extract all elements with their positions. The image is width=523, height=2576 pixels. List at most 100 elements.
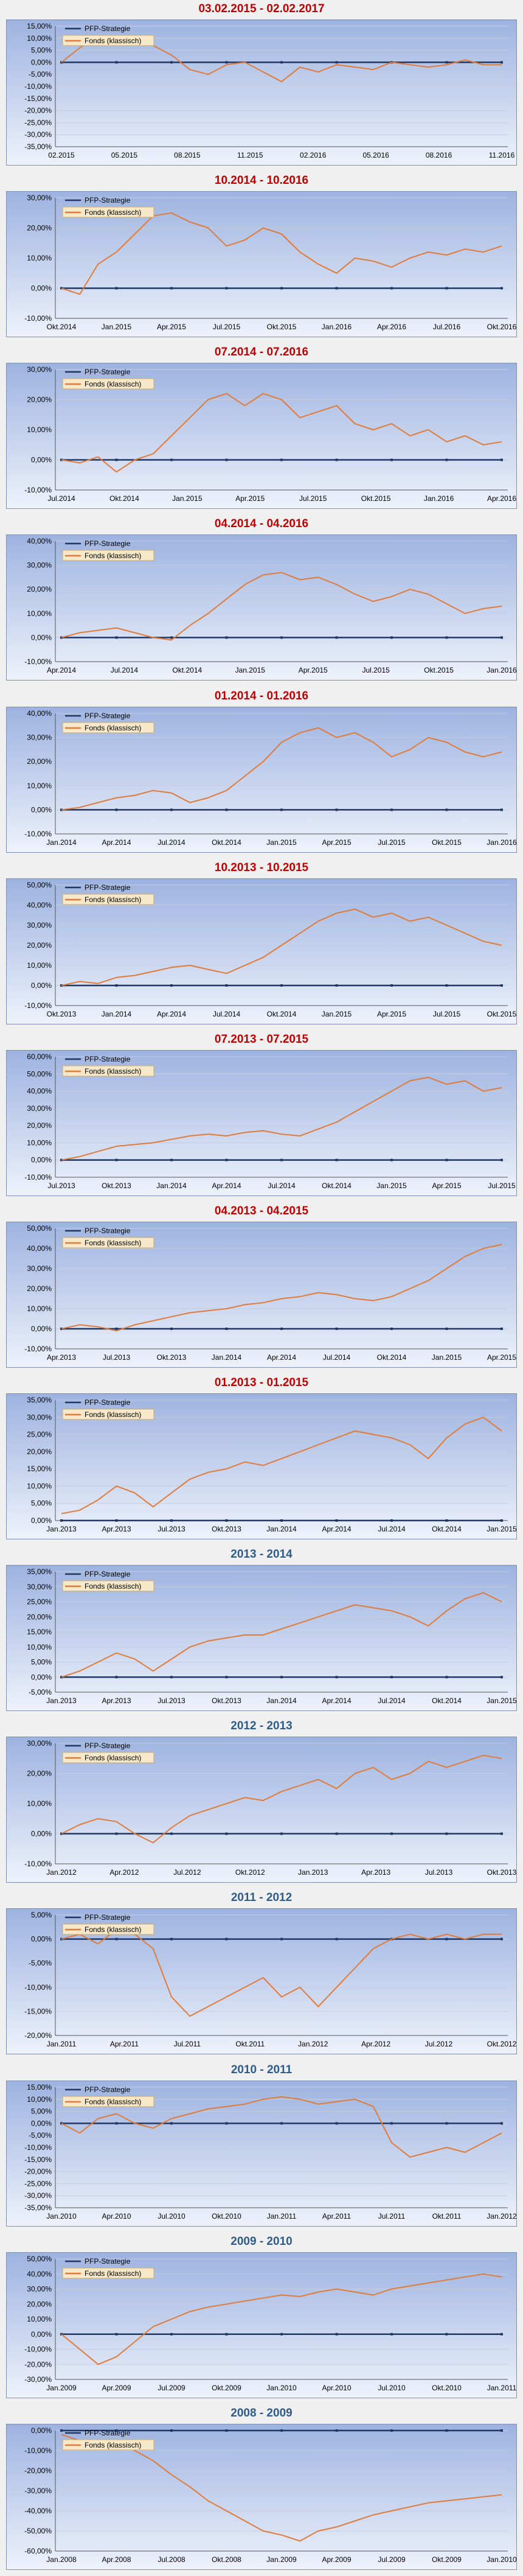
chart-svg: 15,00% 10,00% 5,00% 0,00% -5,00% -10,00% -15,0… [7, 2081, 516, 2226]
x-tick-label: Okt.2014 [377, 1353, 407, 1362]
y-tick-label: 10,00% [27, 609, 52, 618]
plot-frame: 50,00% 40,00% 30,00% 20,00% 10,00% 0,00% -10,0… [6, 1222, 517, 1368]
chart-panel: 07.2014 - 07.2016 30,00% 20,00% 10,00% 0,00%… [0, 343, 523, 515]
y-tick-label: -10,00% [24, 82, 52, 91]
series-marker [445, 1937, 448, 1941]
x-tick-label: Jul.2010 [378, 2384, 406, 2392]
y-tick-label: 50,00% [27, 2255, 52, 2263]
chart-title: 2011 - 2012 [230, 1891, 293, 1904]
series-marker [170, 2122, 173, 2125]
series-marker [335, 458, 338, 461]
chart-title: 04.2013 - 04.2015 [214, 1205, 309, 1217]
legend-box [62, 894, 154, 905]
series-marker [280, 636, 283, 639]
chart-title: 10.2014 - 10.2016 [214, 174, 309, 187]
series-marker [60, 808, 63, 811]
series-line-fonds-klassisch [61, 2096, 502, 2158]
y-tick-label: -30,00% [24, 130, 52, 139]
legend-box [62, 2439, 154, 2451]
series-marker [170, 1158, 173, 1161]
series-line-fonds-klassisch [61, 2434, 502, 2542]
x-tick-label: Jan.2012 [298, 2040, 328, 2048]
series-marker [60, 1158, 63, 1161]
y-tick-label: 0,00% [31, 2119, 52, 2127]
y-tick-label: 10,00% [27, 425, 52, 434]
y-tick-label: 20,00% [27, 1284, 52, 1293]
x-tick-label: Jul.2015 [378, 838, 406, 847]
x-tick-label: Okt.2009 [212, 2384, 241, 2392]
x-tick-label: Jul.2009 [378, 2555, 406, 2564]
y-tick-label: 40,00% [27, 709, 52, 718]
chart-title: 07.2014 - 07.2016 [214, 346, 309, 359]
plot-frame: 5,00% 0,00% -5,00% -10,00% -15,00% -20,00% Jan… [6, 1908, 517, 2054]
series-marker [390, 1832, 393, 1835]
series-marker [500, 61, 503, 64]
y-tick-label: -10,00% [24, 2143, 52, 2152]
series-marker [115, 1328, 118, 1330]
x-tick-label: Jan.2015 [235, 666, 266, 674]
chart-title: 2009 - 2010 [230, 2235, 293, 2248]
x-tick-label: 08.2015 [174, 151, 201, 159]
y-tick-label: 0,00% [31, 981, 52, 990]
series-marker [170, 287, 173, 290]
x-tick-label: Jul.2014 [213, 1010, 241, 1018]
chart-svg: 60,00% 50,00% 40,00% 30,00% 20,00% 10,00% 0,00… [7, 1051, 516, 1195]
x-tick-label: Jan.2016 [487, 666, 516, 674]
y-tick-label: -5,00% [29, 2131, 52, 2140]
y-tick-label: 30,00% [27, 194, 52, 202]
x-tick-label: Apr.2014 [47, 666, 76, 674]
y-tick-label: 5,00% [31, 1911, 52, 1919]
chart-panel: 01.2013 - 01.2015 35,00% 30,00% 25,00% 20,00… [0, 1374, 523, 1545]
y-tick-label: 35,00% [27, 1567, 52, 1576]
y-tick-label: 20,00% [27, 1612, 52, 1621]
y-tick-label: 20,00% [27, 1447, 52, 1456]
x-tick-label: Apr.2015 [299, 666, 328, 674]
x-tick-label: Jan.2009 [266, 2555, 297, 2564]
legend-box [62, 1237, 154, 1248]
y-tick-label: -10,00% [24, 2446, 52, 2455]
x-tick-label: Jan.2015 [376, 1181, 407, 1190]
x-tick-label: Jan.2015 [102, 323, 132, 331]
series-marker [335, 808, 338, 811]
series-marker [500, 458, 503, 461]
series-marker [115, 287, 118, 290]
x-tick-label: Okt.2015 [432, 838, 462, 847]
x-tick-label: Jul.2013 [103, 1353, 131, 1362]
legend-box [62, 1065, 154, 1077]
legend-box [62, 1752, 154, 1763]
series-marker [445, 1519, 448, 1522]
y-tick-label: 30,00% [27, 2285, 52, 2294]
series-marker [115, 1832, 118, 1835]
x-tick-label: Jul.2014 [158, 838, 185, 847]
x-tick-label: 11.2015 [237, 151, 263, 159]
x-tick-label: Apr.2012 [109, 1868, 139, 1877]
x-tick-label: Jul.2014 [47, 494, 75, 503]
x-tick-label: Jul.2014 [268, 1181, 296, 1190]
series-marker [280, 2429, 283, 2432]
series-marker [170, 2429, 173, 2432]
chart-svg: 35,00% 30,00% 25,00% 20,00% 15,00% 10,00% 5,00… [7, 1394, 516, 1539]
legend-label: Fonds (klassisch) [85, 551, 141, 560]
series-line-fonds-klassisch [61, 1076, 502, 1161]
y-tick-label: 20,00% [27, 224, 52, 233]
y-tick-label: 30,00% [27, 1264, 52, 1273]
series-marker [500, 636, 503, 639]
series-marker [225, 287, 228, 290]
x-tick-label: Okt.2008 [212, 2555, 241, 2564]
y-tick-label: 0,00% [31, 1156, 52, 1164]
series-marker [390, 1519, 393, 1522]
series-marker [335, 1832, 338, 1835]
y-tick-label: 15,00% [27, 22, 52, 30]
x-tick-label: Jan.2016 [322, 323, 352, 331]
y-tick-label: 10,00% [27, 1643, 52, 1651]
y-tick-label: 30,00% [27, 733, 52, 742]
x-tick-label: Jul.2012 [425, 2040, 453, 2048]
y-tick-label: 0,00% [31, 284, 52, 293]
x-tick-label: 02.2015 [48, 151, 75, 159]
legend-label: Fonds (klassisch) [85, 895, 141, 904]
x-tick-label: Jul.2014 [378, 1525, 406, 1533]
y-tick-label: 20,00% [27, 1769, 52, 1778]
series-marker [170, 1937, 173, 1941]
y-tick-label: -10,00% [24, 830, 52, 838]
series-line-fonds-klassisch [61, 1244, 502, 1332]
